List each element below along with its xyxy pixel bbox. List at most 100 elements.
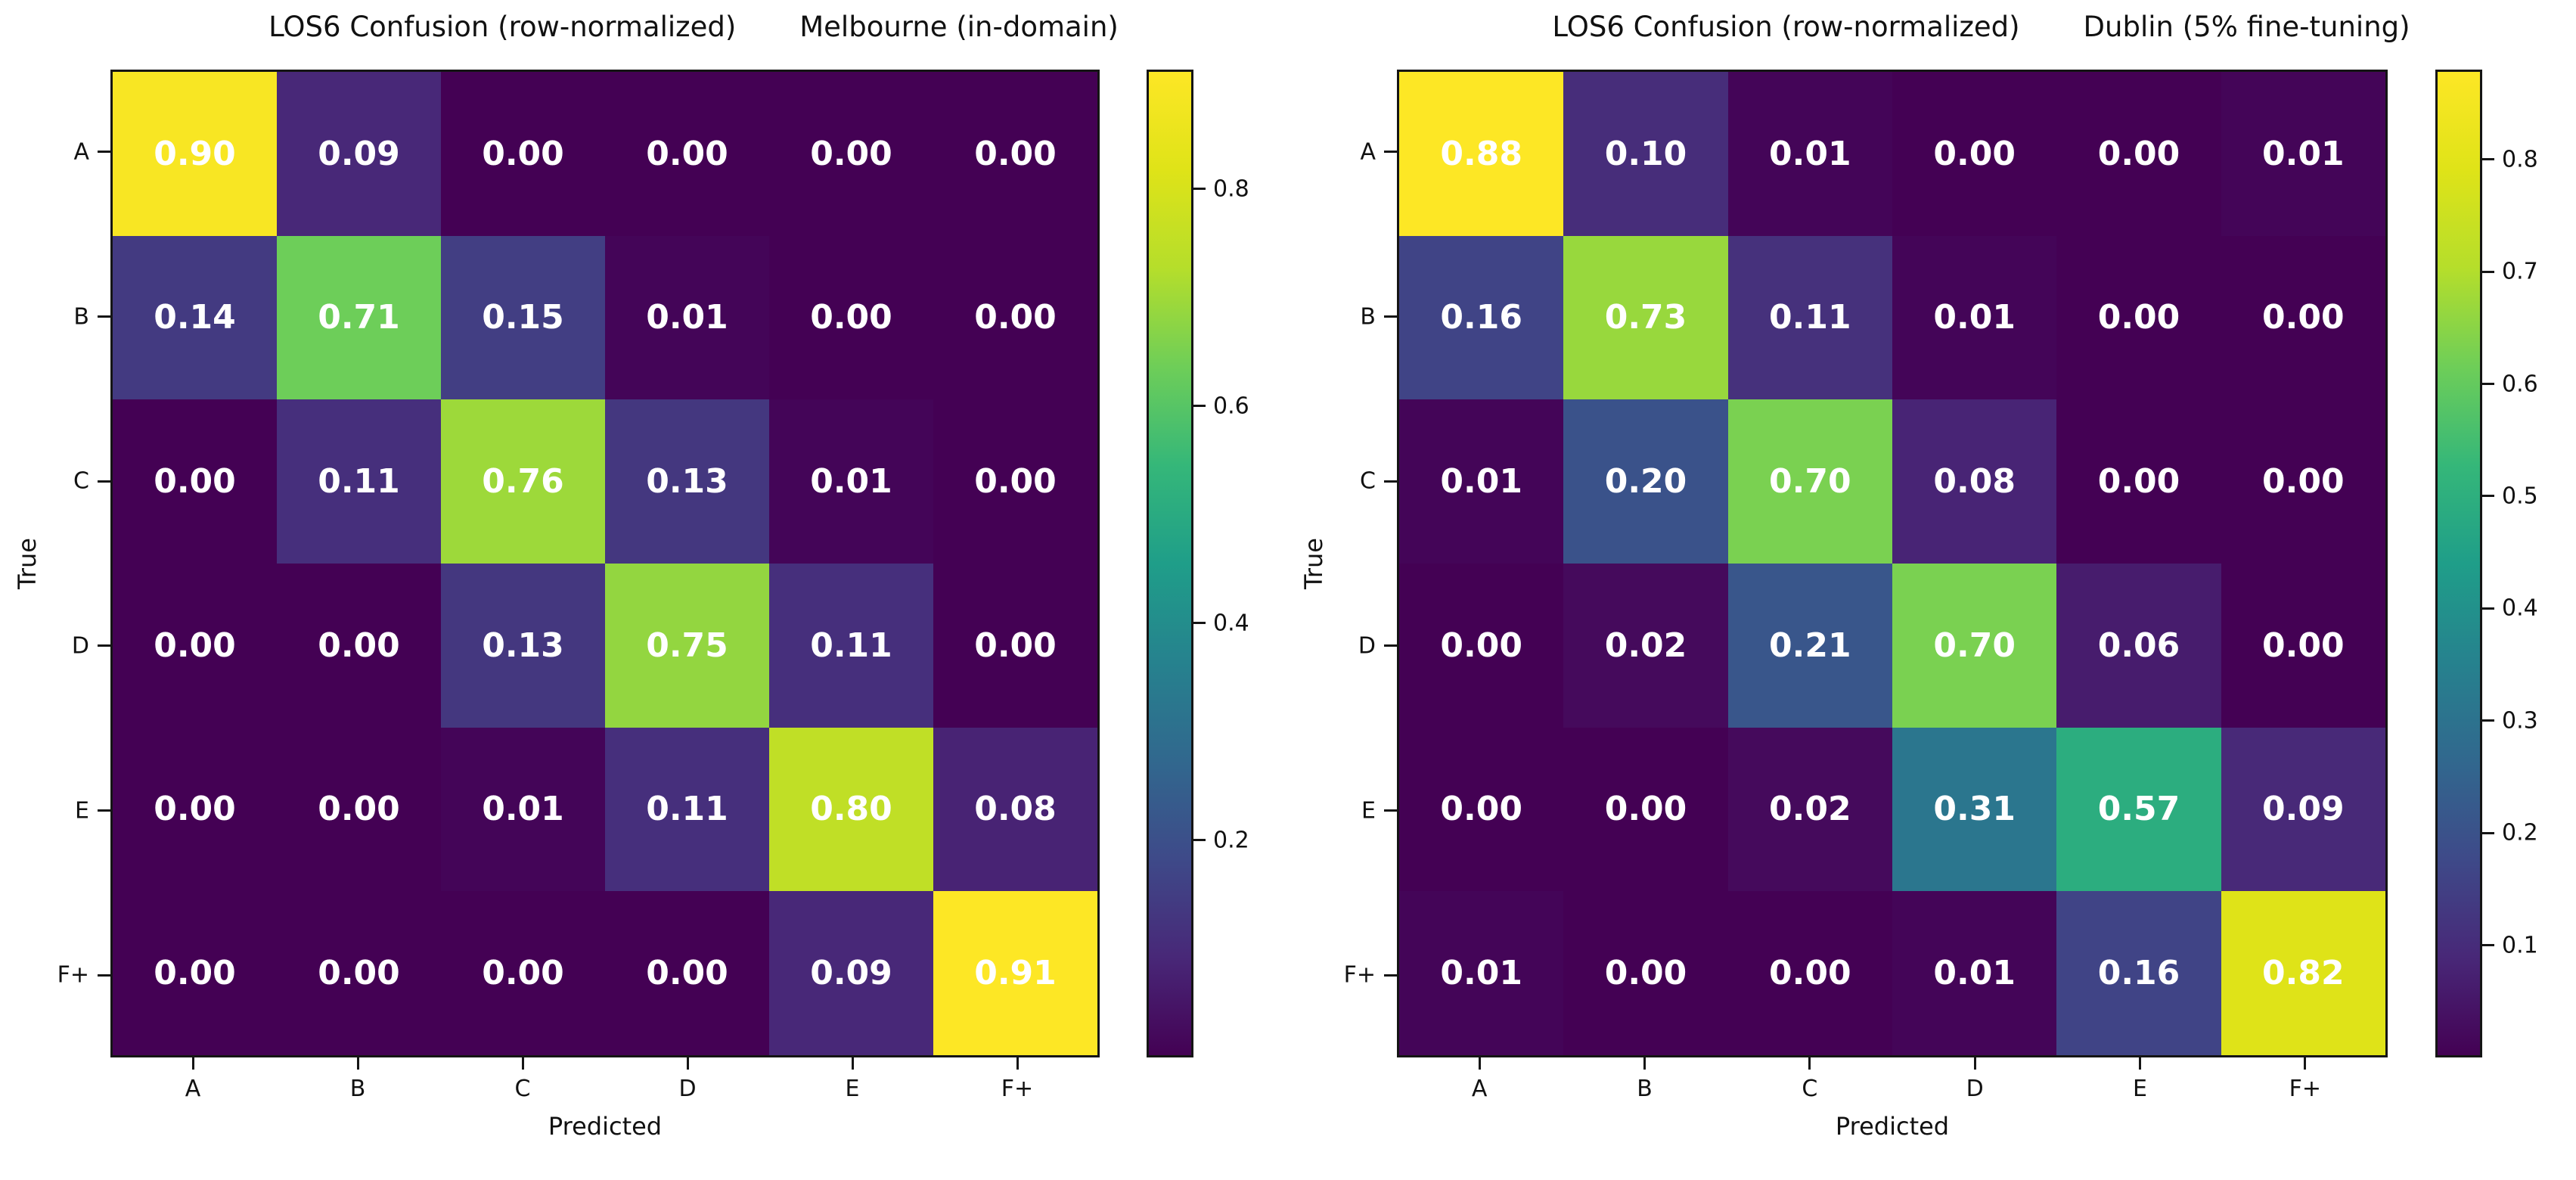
x-axis-label: Predicted bbox=[548, 1112, 663, 1141]
heatmap-cell: 0.13 bbox=[441, 564, 605, 728]
colorbar-tick bbox=[2482, 495, 2494, 498]
colorbar-tick bbox=[2482, 383, 2494, 386]
heatmap-cell: 0.09 bbox=[2221, 727, 2385, 892]
x-tick bbox=[521, 1057, 524, 1070]
heatmap-cell: 0.00 bbox=[2056, 235, 2221, 400]
heatmap-cell: 0.70 bbox=[1892, 564, 2057, 728]
heatmap-cell: 0.01 bbox=[1727, 72, 1892, 236]
heatmap-cell: 0.91 bbox=[933, 891, 1097, 1055]
colorbar-tick-label: 0.3 bbox=[2502, 707, 2538, 734]
heatmap-cell: 0.02 bbox=[1563, 564, 1728, 728]
heatmap-dublin: 0.88 0.10 0.01 0.00 0.00 0.01 0.16 0.73 0.11 0.01… bbox=[1397, 70, 2388, 1057]
heatmap-cell: 0.01 bbox=[769, 399, 933, 564]
heatmap-cell: 0.02 bbox=[1727, 727, 1892, 892]
heatmap-cell: 0.09 bbox=[277, 72, 441, 236]
heatmap-cell: 0.00 bbox=[2221, 399, 2385, 564]
heatmap-cell: 0.14 bbox=[113, 235, 277, 400]
y-tick bbox=[1384, 315, 1397, 318]
colorbar-tick-label: 0.8 bbox=[1213, 175, 1249, 203]
colorbar-tick-label: 0.7 bbox=[2502, 258, 2538, 285]
y-tick bbox=[98, 644, 110, 647]
y-tick-label: B bbox=[1360, 303, 1376, 330]
x-tick bbox=[1478, 1057, 1481, 1070]
heatmap-cell: 0.00 bbox=[1563, 891, 1728, 1055]
colorbar-tick bbox=[1193, 405, 1206, 408]
heatmap-cell: 0.82 bbox=[2221, 891, 2385, 1055]
heatmap-cell: 0.57 bbox=[2056, 727, 2221, 892]
y-tick bbox=[1384, 644, 1397, 647]
heatmap-cell: 0.00 bbox=[769, 72, 933, 236]
heatmap-cell: 0.00 bbox=[1892, 72, 2057, 236]
colorbar-tick-label: 0.8 bbox=[2502, 146, 2538, 173]
colorbar-tick bbox=[2482, 831, 2494, 834]
heatmap-cell: 0.00 bbox=[277, 564, 441, 728]
y-tick-label: C bbox=[1360, 467, 1376, 495]
heatmap-cell: 0.00 bbox=[1399, 564, 1564, 728]
y-tick-label: E bbox=[75, 797, 89, 824]
x-tick-label: B bbox=[349, 1076, 366, 1102]
heatmap-cell: 0.00 bbox=[933, 399, 1097, 564]
y-tick bbox=[98, 151, 110, 154]
heatmap-cell: 0.00 bbox=[1727, 891, 1892, 1055]
x-tick-label: C bbox=[1802, 1076, 1818, 1102]
x-tick bbox=[686, 1057, 689, 1070]
y-axis-label: True bbox=[1299, 538, 1328, 589]
y-tick bbox=[98, 315, 110, 318]
heatmap-cell: 0.01 bbox=[1892, 235, 2057, 400]
title-main: LOS6 Confusion (row-normalized) bbox=[1552, 11, 2020, 43]
colorbar-tick bbox=[2482, 719, 2494, 722]
heatmap-cell: 0.31 bbox=[1892, 727, 2057, 892]
title-main: LOS6 Confusion (row-normalized) bbox=[268, 11, 737, 43]
heatmap-cell: 0.16 bbox=[1399, 235, 1564, 400]
x-tick bbox=[1973, 1057, 1976, 1070]
y-tick-label: A bbox=[73, 138, 89, 166]
heatmap-cell: 0.76 bbox=[441, 399, 605, 564]
heatmap-grid: 0.90 0.09 0.00 0.00 0.00 0.00 0.14 0.71 0.15 0.01… bbox=[113, 72, 1097, 1055]
y-tick-label: A bbox=[1360, 138, 1376, 166]
heatmap-cell: 0.01 bbox=[1399, 891, 1564, 1055]
heatmap-melbourne: 0.90 0.09 0.00 0.00 0.00 0.00 0.14 0.71 0.15 0.01… bbox=[110, 70, 1100, 1057]
y-tick bbox=[1384, 974, 1397, 977]
y-tick-label: E bbox=[1361, 797, 1376, 824]
colorbar-tick-label: 0.1 bbox=[2502, 932, 2538, 959]
y-tick bbox=[98, 974, 110, 977]
y-tick bbox=[1384, 809, 1397, 812]
heatmap-cell: 0.11 bbox=[277, 399, 441, 564]
colorbar-gradient bbox=[2438, 72, 2480, 1055]
heatmap-cell: 0.00 bbox=[2056, 399, 2221, 564]
colorbar-tick-label: 0.6 bbox=[1213, 393, 1249, 420]
x-tick-label: A bbox=[1471, 1076, 1488, 1102]
colorbar-tick bbox=[1193, 839, 1206, 842]
x-tick-label: B bbox=[1637, 1076, 1653, 1102]
y-tick-label: D bbox=[71, 632, 89, 660]
heatmap-cell: 0.08 bbox=[933, 727, 1097, 892]
x-tick-label: E bbox=[2133, 1076, 2147, 1102]
heatmap-cell: 0.00 bbox=[113, 399, 277, 564]
colorbar-tick bbox=[2482, 944, 2494, 947]
y-tick bbox=[98, 809, 110, 812]
x-tick-label: C bbox=[514, 1076, 531, 1102]
heatmap-cell: 0.11 bbox=[605, 727, 769, 892]
colorbar-tick bbox=[2482, 607, 2494, 610]
heatmap-cell: 0.71 bbox=[277, 235, 441, 400]
heatmap-cell: 0.00 bbox=[605, 891, 769, 1055]
x-tick bbox=[2304, 1057, 2307, 1070]
heatmap-cell: 0.00 bbox=[113, 891, 277, 1055]
x-tick-label: F+ bbox=[2289, 1076, 2322, 1102]
heatmap-cell: 0.15 bbox=[441, 235, 605, 400]
x-tick bbox=[2139, 1057, 2141, 1070]
y-tick bbox=[1384, 151, 1397, 154]
heatmap-cell: 0.11 bbox=[1727, 235, 1892, 400]
heatmap-cell: 0.01 bbox=[1399, 399, 1564, 564]
heatmap-cell: 0.88 bbox=[1399, 72, 1564, 236]
heatmap-cell: 0.70 bbox=[1727, 399, 1892, 564]
heatmap-cell: 0.01 bbox=[441, 727, 605, 892]
colorbar-tick bbox=[2482, 270, 2494, 273]
colorbar-gradient bbox=[1149, 72, 1191, 1055]
heatmap-cell: 0.00 bbox=[605, 72, 769, 236]
heatmap-cell: 0.00 bbox=[933, 72, 1097, 236]
x-tick-label: D bbox=[678, 1076, 697, 1102]
x-tick-label: F+ bbox=[1001, 1076, 1034, 1102]
heatmap-cell: 0.16 bbox=[2056, 891, 2221, 1055]
heatmap-cell: 0.00 bbox=[2221, 235, 2385, 400]
